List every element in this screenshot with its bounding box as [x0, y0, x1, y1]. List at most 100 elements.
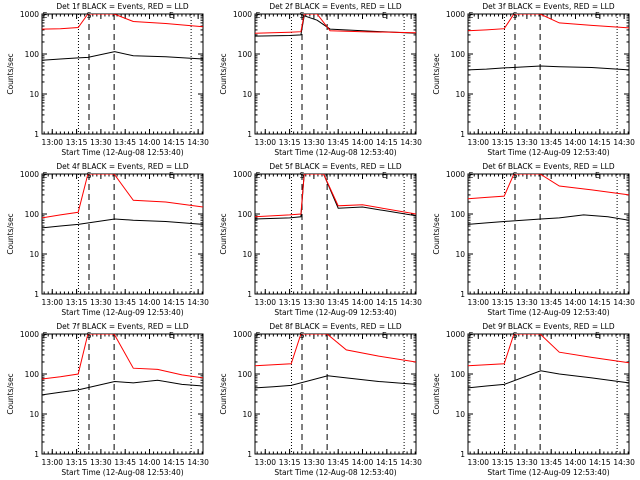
x-tick-label: 13:15 [279, 458, 301, 467]
x-tick-label: 14:15 [589, 138, 611, 147]
plot-frame [254, 173, 417, 295]
x-tick-label: 13:30 [516, 458, 538, 467]
x-tick-label: 14:00 [139, 458, 161, 467]
y-tick-label: 100 [451, 210, 466, 219]
panel: Det 8f BLACK = Events, RED = LLD Start Ti… [219, 322, 422, 477]
plot-area [468, 14, 629, 71]
end-marker-label: E [595, 11, 600, 20]
x-tick-label: 13:15 [492, 458, 514, 467]
y-tick-label: 1 [34, 130, 39, 139]
y-tick-label: 1 [247, 290, 252, 299]
y-tick-label: 1000 [20, 330, 39, 339]
lld-series-line [255, 14, 416, 34]
x-tick-label: 13:30 [303, 138, 325, 147]
x-tick-label: 13:00 [41, 138, 63, 147]
x-tick-label: 13:30 [90, 298, 112, 307]
x-axis-label: Start Time (12-Aug-09 12:53:40) [487, 148, 609, 157]
end-marker-label: E [43, 331, 48, 340]
y-axis-label: Counts/sec [432, 53, 441, 94]
end-marker-label: E [469, 11, 474, 20]
x-tick-label: 13:45 [114, 298, 136, 307]
y-axis-label: Counts/sec [6, 53, 15, 94]
plot-frame [41, 333, 204, 455]
lld-series-line [42, 334, 203, 380]
x-tick-label: 13:30 [516, 138, 538, 147]
x-tick-label: 13:30 [516, 298, 538, 307]
plot-area [255, 334, 416, 389]
x-tick-label: 14:00 [352, 298, 374, 307]
x-axis-label: Start Time (12-Aug-09 12:53:40) [487, 308, 609, 317]
x-axis-label: Start Time (12-Aug-09 12:53:40) [61, 308, 183, 317]
y-tick-label: 1 [34, 290, 39, 299]
plot-area [42, 174, 203, 229]
start-marker-label: S [300, 331, 305, 340]
x-tick-label: 13:45 [540, 138, 562, 147]
x-tick-label: 14:30 [400, 138, 422, 147]
y-tick-label: 10 [455, 250, 465, 259]
x-tick-label: 14:30 [613, 458, 635, 467]
x-axis-label: Start Time (12-Aug-08 12:53:40) [274, 148, 396, 157]
x-axis-label: Start Time (12-Aug-09 12:53:40) [487, 468, 609, 477]
chart-title: Det 5f BLACK = Events, RED = LLD [269, 162, 402, 171]
end-marker-label: E [169, 171, 174, 180]
y-tick-label: 100 [25, 210, 40, 219]
x-tick-label: 14:30 [613, 298, 635, 307]
x-tick-label: 14:15 [589, 298, 611, 307]
y-tick-label: 100 [25, 370, 40, 379]
y-tick-label: 10 [242, 250, 252, 259]
y-tick-label: 1000 [446, 10, 465, 19]
end-marker-label: E [169, 331, 174, 340]
chart-title: Det 1f BLACK = Events, RED = LLD [56, 2, 189, 11]
x-tick-label: 13:15 [279, 298, 301, 307]
chart-title: Det 2f BLACK = Events, RED = LLD [269, 2, 402, 11]
end-marker-label: E [43, 171, 48, 180]
events-series-line [468, 65, 629, 71]
x-tick-label: 14:15 [163, 298, 185, 307]
x-tick-label: 14:30 [187, 458, 209, 467]
y-tick-label: 1 [460, 450, 465, 459]
y-tick-label: 10 [242, 90, 252, 99]
panel: Det 2f BLACK = Events, RED = LLD Start Ti… [219, 2, 422, 157]
panel: Det 7f BLACK = Events, RED = LLD Start Ti… [6, 322, 209, 477]
x-tick-label: 14:15 [376, 138, 398, 147]
x-tick-label: 14:30 [613, 138, 635, 147]
x-tick-label: 14:00 [352, 138, 374, 147]
start-marker-label: S [87, 331, 92, 340]
x-tick-label: 13:00 [467, 458, 489, 467]
y-axis-label: Counts/sec [432, 213, 441, 254]
plot-frame [467, 173, 630, 295]
plot-area [255, 174, 416, 220]
x-tick-label: 14:30 [400, 298, 422, 307]
events-series-line [255, 174, 416, 220]
x-axis-label: Start Time (12-Aug-08 12:53:40) [61, 468, 183, 477]
x-tick-label: 13:45 [540, 458, 562, 467]
y-tick-label: 1 [247, 450, 252, 459]
y-tick-label: 1000 [233, 170, 252, 179]
x-tick-label: 13:15 [66, 138, 88, 147]
chart-title: Det 3f BLACK = Events, RED = LLD [482, 2, 615, 11]
panel: Det 6f BLACK = Events, RED = LLD Start Ti… [432, 162, 635, 317]
lld-series-line [468, 174, 629, 200]
end-marker-label: E [469, 331, 474, 340]
start-marker-label: S [300, 171, 305, 180]
events-series-line [42, 218, 203, 229]
x-tick-label: 13:15 [279, 138, 301, 147]
lld-series-line [42, 174, 203, 219]
y-tick-label: 1000 [20, 170, 39, 179]
end-marker-label: E [256, 11, 261, 20]
panel: Det 4f BLACK = Events, RED = LLD Start Ti… [6, 162, 209, 317]
x-tick-label: 13:45 [327, 458, 349, 467]
y-tick-label: 1000 [446, 330, 465, 339]
x-tick-label: 14:00 [139, 138, 161, 147]
x-tick-label: 13:15 [66, 458, 88, 467]
x-tick-label: 13:30 [303, 458, 325, 467]
panel: Det 5f BLACK = Events, RED = LLD Start Ti… [219, 162, 422, 317]
end-marker-label: E [469, 171, 474, 180]
plot-frame [467, 13, 630, 135]
events-series-line [42, 51, 203, 61]
y-axis-label: Counts/sec [219, 213, 228, 254]
y-axis-label: Counts/sec [219, 373, 228, 414]
y-tick-label: 10 [455, 90, 465, 99]
plot-frame [41, 13, 204, 135]
